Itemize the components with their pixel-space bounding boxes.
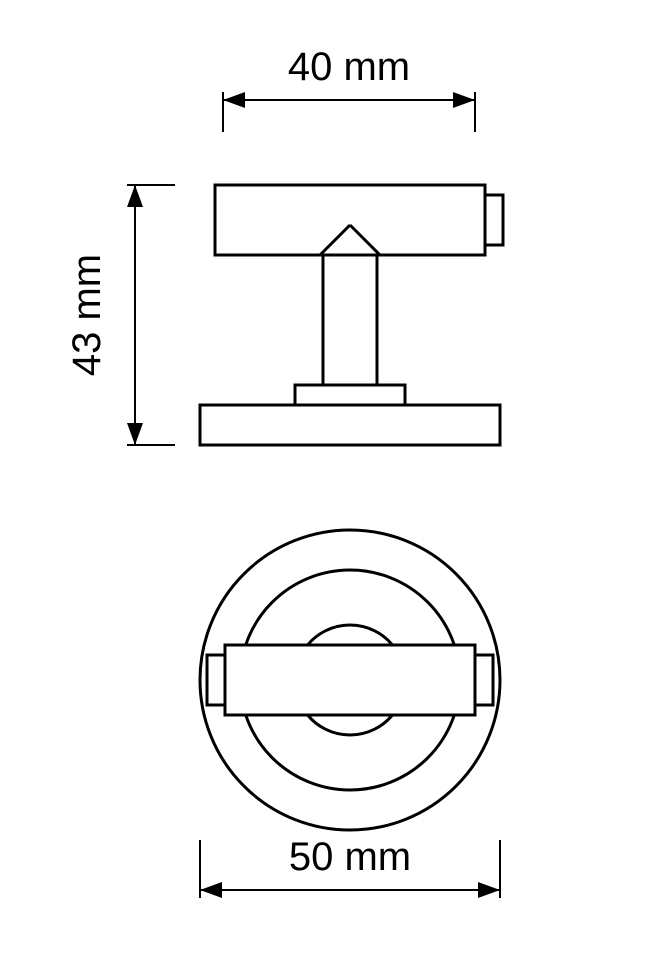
dim-top-label: 40 mm	[288, 45, 410, 89]
dimensions: 40 mm 43 mm 50 mm	[65, 45, 500, 898]
dim-left-label: 43 mm	[65, 254, 109, 376]
side-view	[200, 185, 503, 445]
top-view	[200, 530, 500, 830]
dim-bottom-label: 50 mm	[289, 835, 411, 879]
